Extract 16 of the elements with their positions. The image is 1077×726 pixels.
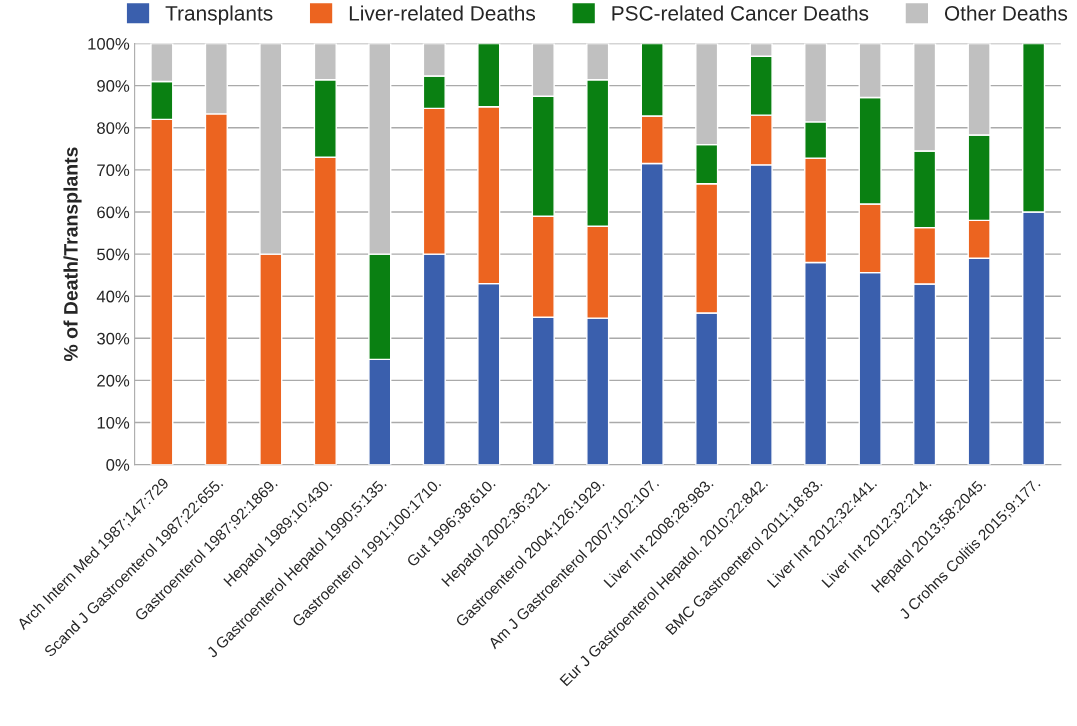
y-tick-label: 10% (97, 416, 130, 429)
y-tick-label: 100% (88, 37, 130, 50)
legend-label: Other Deaths (944, 5, 1068, 21)
y-tick-label: 90% (97, 80, 130, 92)
y-tick-label: 50% (97, 248, 130, 261)
y-tick-label: 40% (96, 290, 130, 303)
y-tick-label: 80% (97, 122, 130, 134)
y-tick-label: 70% (97, 164, 130, 177)
legend-label: Liver-related Deaths (349, 5, 536, 21)
legend-label: Transplants (165, 5, 273, 25)
legend-label: PSC-related Cancer Deaths (612, 5, 869, 21)
y-tick-label: 60% (97, 206, 130, 219)
y-axis-title: % of Death/Transplants (63, 147, 82, 362)
y-tick-label: 30% (97, 332, 130, 345)
y-tick-label: 20% (97, 374, 130, 387)
y-tick-label: 0% (106, 459, 130, 471)
